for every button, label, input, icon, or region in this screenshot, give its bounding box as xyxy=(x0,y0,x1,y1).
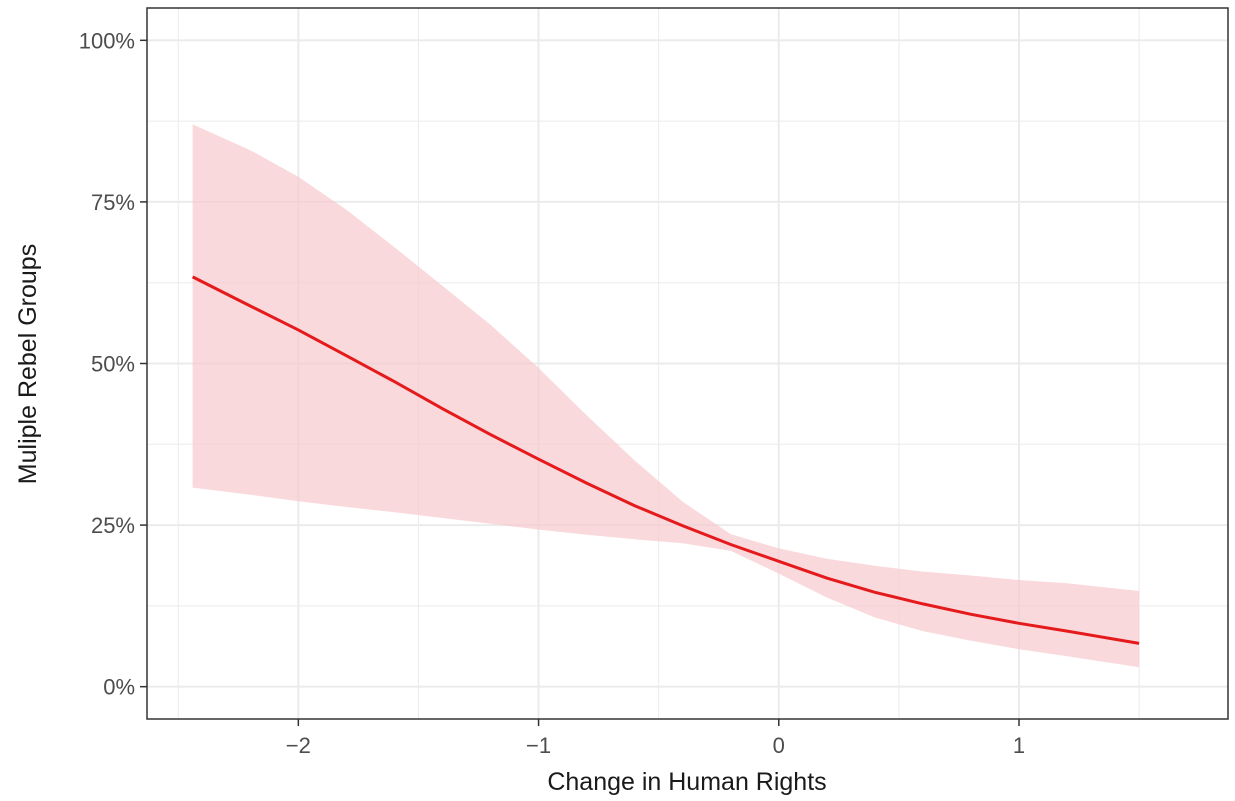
y-tick-label: 50% xyxy=(91,352,135,377)
y-tick-label: 100% xyxy=(79,28,135,53)
x-axis: −2 −1 0 1 xyxy=(286,719,1025,758)
y-tick-label: 0% xyxy=(103,675,135,700)
y-axis-title: Muliple Rebel Groups xyxy=(14,244,42,484)
y-tick-label: 75% xyxy=(91,190,135,215)
x-axis-title: Change in Human Rights xyxy=(547,768,826,796)
fitted-line xyxy=(191,275,1140,645)
y-tick-label: 25% xyxy=(91,513,135,538)
x-tick-label: 1 xyxy=(1013,733,1025,758)
x-tick-label: −1 xyxy=(526,733,551,758)
x-tick-label: −2 xyxy=(286,733,311,758)
confidence-ribbon xyxy=(192,124,1140,668)
x-tick-label: 0 xyxy=(773,733,785,758)
y-axis: 0% 25% 50% 75% 100% xyxy=(79,28,147,700)
